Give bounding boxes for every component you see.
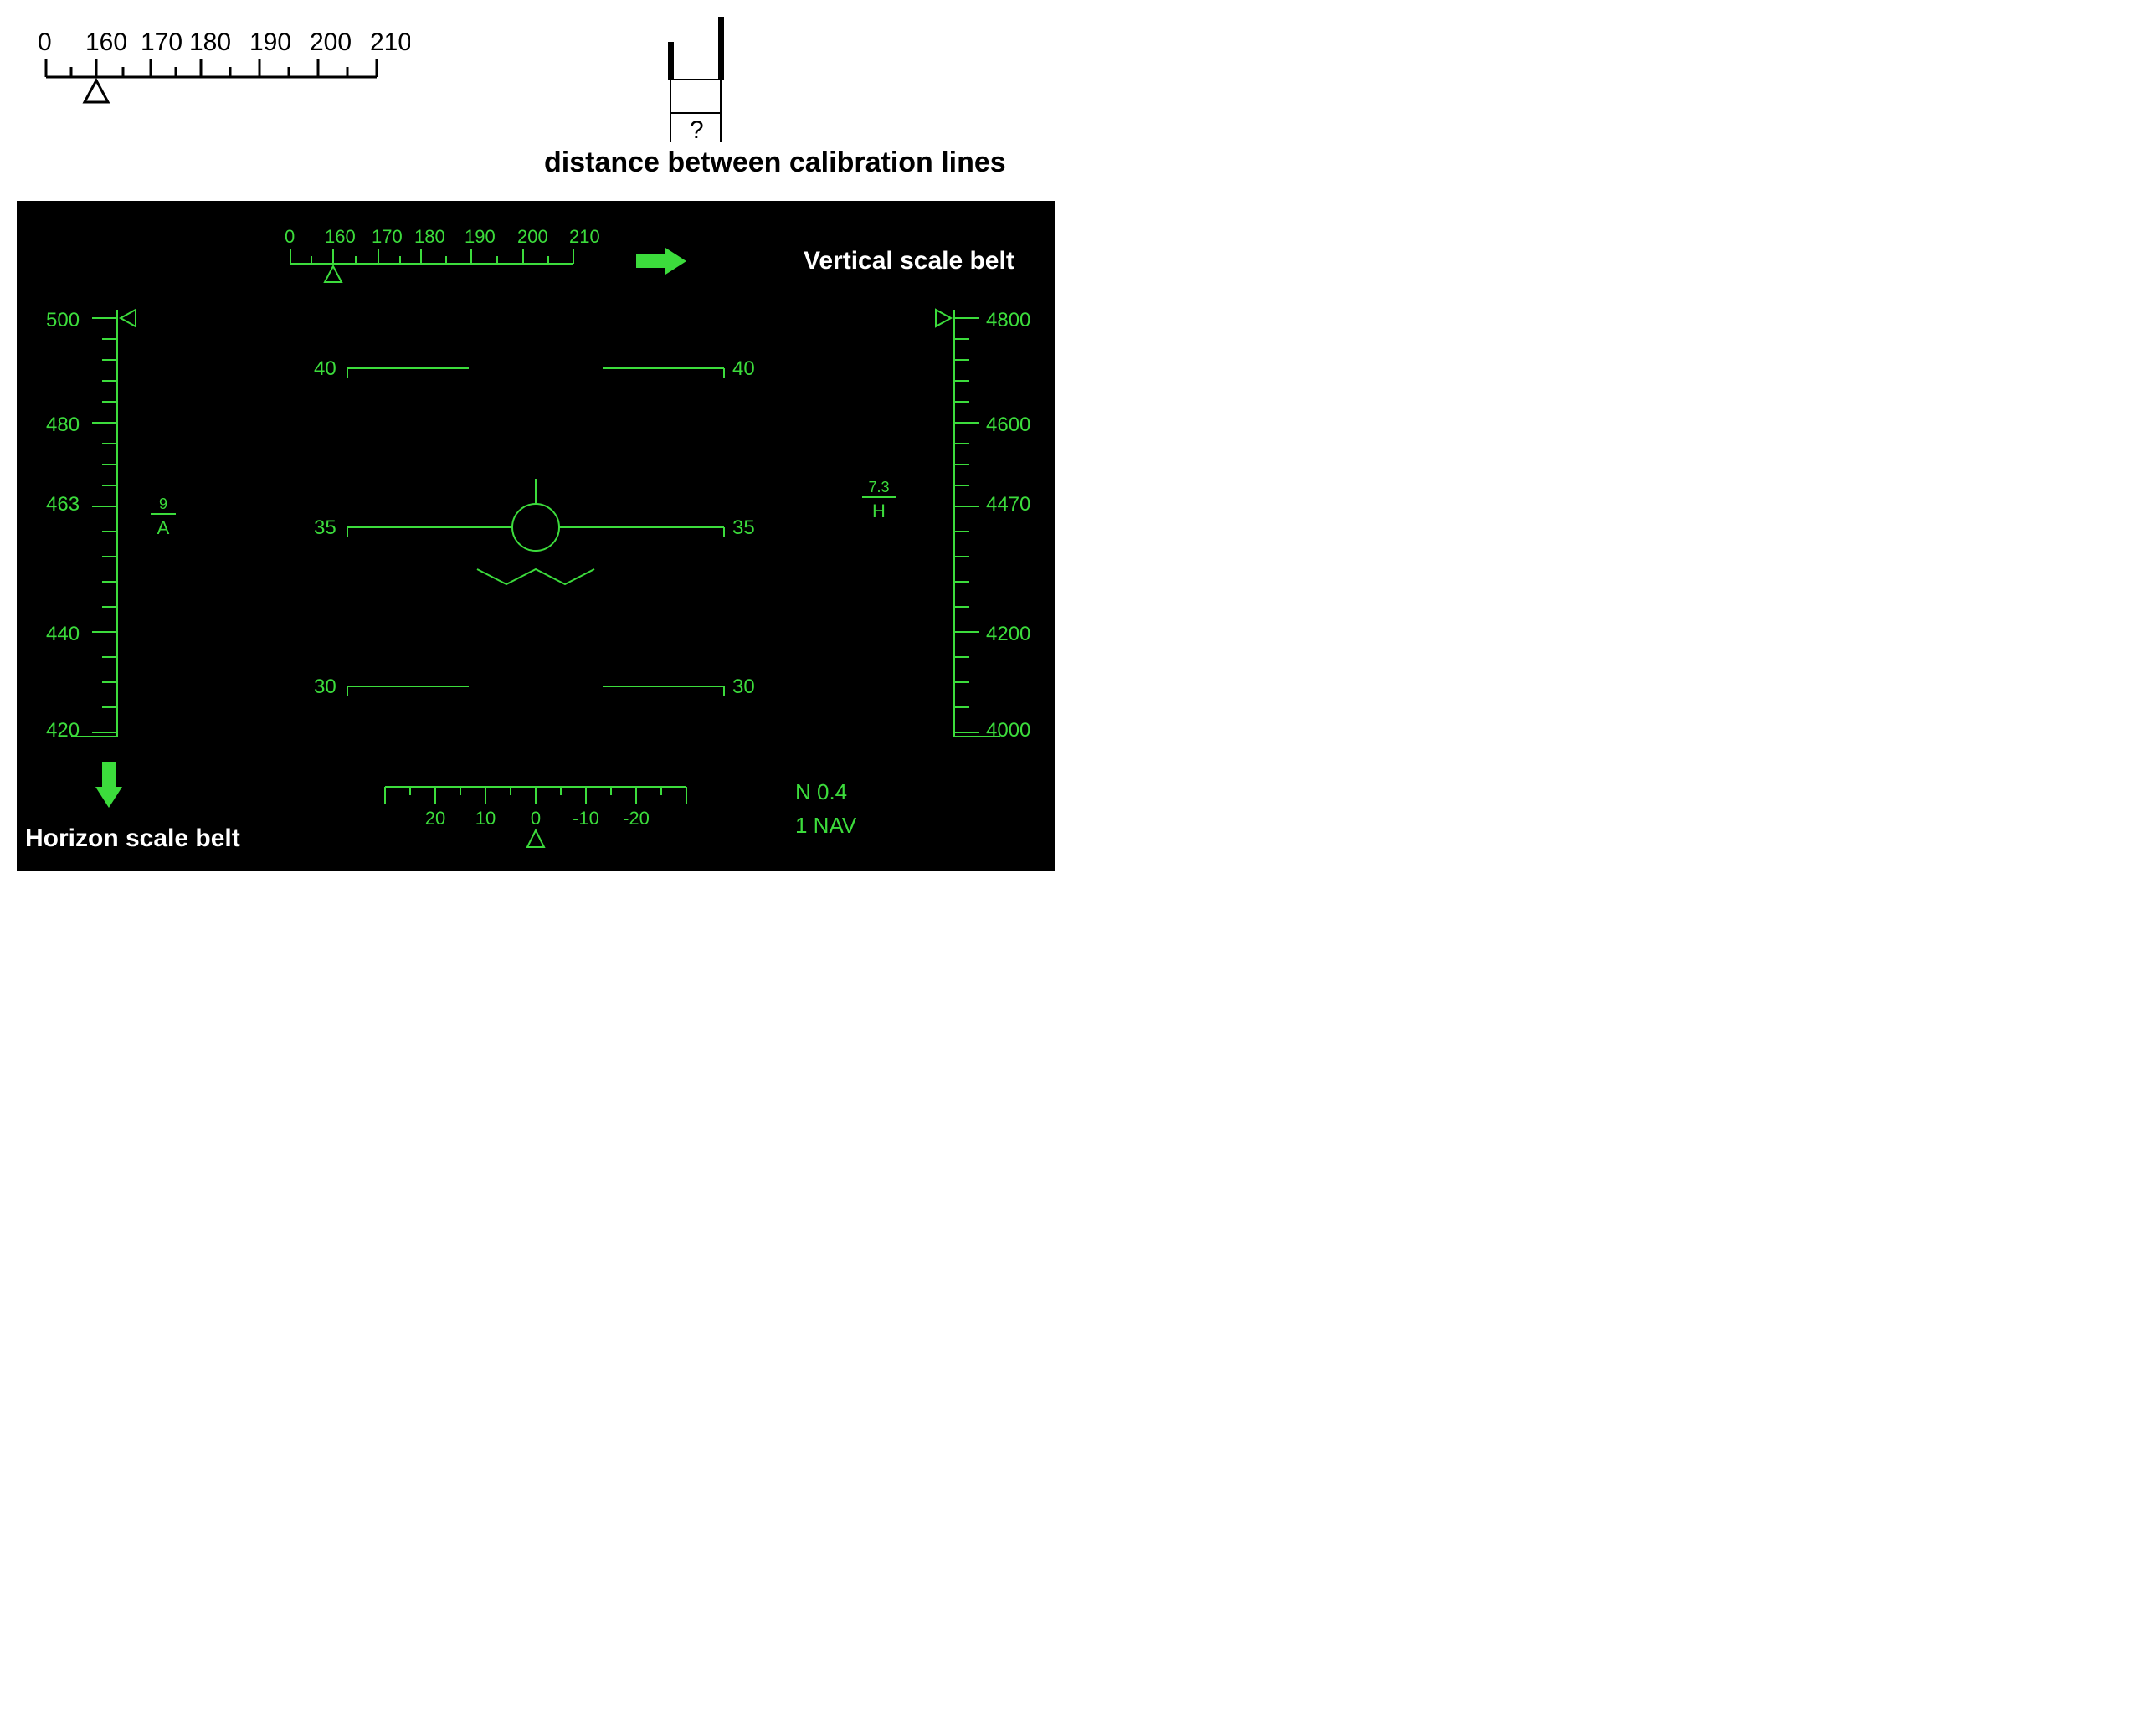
top-heading-scale: 0 160 170180 190 200 210 [33,25,410,126]
calibration-label: distance between calibration lines [544,146,1006,179]
svg-text:A: A [157,517,170,538]
svg-text:H: H [872,501,886,521]
svg-text:420: 420 [46,719,80,742]
svg-text:10: 10 [475,808,496,829]
vertical-scale-label: Vertical scale belt [804,247,1014,275]
svg-text:480: 480 [46,413,80,436]
svg-text:-20: -20 [623,808,650,829]
svg-text:190: 190 [249,28,291,56]
svg-text:4800: 4800 [986,309,1030,331]
svg-text:?: ? [690,116,704,144]
svg-text:180: 180 [189,28,231,56]
svg-text:0: 0 [38,28,52,56]
svg-text:7.3: 7.3 [868,479,889,496]
svg-text:200: 200 [310,28,352,56]
top-row: 0 160 170180 190 200 210 ? distance between c… [17,17,1090,193]
svg-text:210: 210 [569,226,600,247]
svg-text:9: 9 [159,496,167,512]
svg-text:180: 180 [414,226,445,247]
svg-text:4600: 4600 [986,413,1030,436]
svg-text:35: 35 [732,516,755,539]
calibration-symbol: ? [653,17,753,151]
hud-svg: 01601701801902002105004804634404209A4800… [17,201,1055,871]
svg-text:0: 0 [531,808,541,829]
horizon-scale-label: Horizon scale belt [25,824,240,853]
svg-text:40: 40 [314,357,336,380]
svg-text:160: 160 [85,28,127,56]
svg-text:N 0.4: N 0.4 [795,779,847,804]
svg-text:30: 30 [732,675,755,698]
page: 0160170180190200210 ? distance between c… [17,17,1090,885]
svg-text:35: 35 [314,516,336,539]
svg-text:0: 0 [285,226,295,247]
svg-text:1 NAV: 1 NAV [795,813,857,838]
svg-text:20: 20 [425,808,445,829]
hud-display: 01601701801902002105004804634404209A4800… [17,201,1055,871]
svg-text:160: 160 [325,226,356,247]
svg-text:500: 500 [46,309,80,331]
svg-text:40: 40 [732,357,755,380]
svg-text:210: 210 [370,28,410,56]
svg-text:440: 440 [46,623,80,645]
svg-text:4000: 4000 [986,719,1030,742]
svg-text:170: 170 [141,28,182,56]
svg-text:4470: 4470 [986,493,1030,516]
svg-text:200: 200 [517,226,548,247]
svg-text:170: 170 [372,226,403,247]
svg-text:190: 190 [465,226,496,247]
svg-text:4200: 4200 [986,623,1030,645]
svg-text:463: 463 [46,493,80,516]
svg-text:30: 30 [314,675,336,698]
svg-text:-10: -10 [573,808,599,829]
